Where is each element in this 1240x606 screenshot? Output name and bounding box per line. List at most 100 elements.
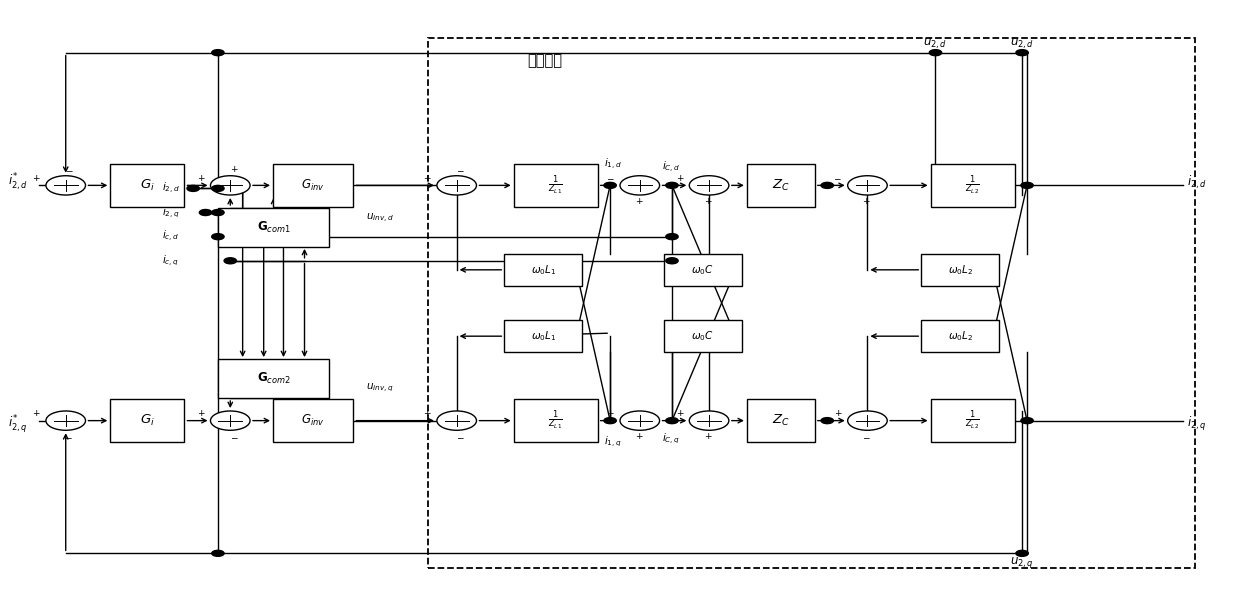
Circle shape — [212, 185, 224, 191]
Circle shape — [212, 550, 224, 556]
Circle shape — [212, 234, 224, 239]
Circle shape — [666, 182, 678, 188]
Text: $u_{2,q}$: $u_{2,q}$ — [1011, 555, 1034, 570]
Text: $i_{c,q}$: $i_{c,q}$ — [162, 253, 179, 268]
Text: +: + — [32, 409, 40, 418]
FancyBboxPatch shape — [513, 164, 598, 207]
Text: +: + — [635, 432, 642, 441]
FancyBboxPatch shape — [663, 321, 742, 352]
Text: +: + — [704, 196, 712, 205]
FancyBboxPatch shape — [513, 399, 598, 442]
Circle shape — [200, 210, 212, 216]
Circle shape — [848, 176, 888, 195]
Text: +: + — [231, 165, 238, 174]
Text: $\mathbf{G}_{com1}$: $\mathbf{G}_{com1}$ — [257, 220, 290, 235]
Circle shape — [821, 418, 833, 424]
Circle shape — [212, 210, 224, 216]
Text: +: + — [835, 409, 842, 418]
Text: $i_{2,q}^{*}$: $i_{2,q}^{*}$ — [7, 413, 27, 435]
Text: $\omega_0 C$: $\omega_0 C$ — [692, 263, 714, 277]
Circle shape — [620, 176, 660, 195]
Text: +: + — [197, 409, 205, 418]
Text: $G_{inv}$: $G_{inv}$ — [301, 413, 325, 428]
Text: $Z_C$: $Z_C$ — [773, 413, 790, 428]
Text: $\omega_0 L_2$: $\omega_0 L_2$ — [947, 329, 973, 343]
FancyBboxPatch shape — [746, 164, 815, 207]
Text: $-$: $-$ — [64, 432, 72, 441]
FancyBboxPatch shape — [921, 321, 999, 352]
Text: $i_{C,d}$: $i_{C,d}$ — [662, 160, 681, 175]
FancyBboxPatch shape — [273, 399, 353, 442]
Text: $i_{2,q}$: $i_{2,q}$ — [162, 205, 180, 220]
Text: $u_{inv,d}$: $u_{inv,d}$ — [366, 212, 393, 225]
Text: $G_{inv}$: $G_{inv}$ — [301, 178, 325, 193]
Circle shape — [848, 411, 888, 430]
Text: $i_{1,d}$: $i_{1,d}$ — [604, 157, 621, 172]
Circle shape — [689, 176, 729, 195]
Circle shape — [1016, 550, 1028, 556]
Text: +: + — [704, 432, 712, 441]
FancyBboxPatch shape — [746, 399, 815, 442]
Text: $\omega_0 L_2$: $\omega_0 L_2$ — [947, 263, 973, 277]
Text: $\omega_0 L_1$: $\omega_0 L_1$ — [531, 329, 556, 343]
Text: $i_{2,q}$: $i_{2,q}$ — [1187, 415, 1207, 433]
Text: +: + — [676, 409, 683, 418]
Text: $-$: $-$ — [66, 165, 73, 174]
Circle shape — [224, 258, 237, 264]
Circle shape — [1021, 418, 1033, 424]
Circle shape — [436, 411, 476, 430]
FancyBboxPatch shape — [663, 254, 742, 285]
Circle shape — [929, 50, 941, 56]
Text: +: + — [423, 174, 430, 182]
Circle shape — [604, 418, 616, 424]
FancyBboxPatch shape — [218, 359, 330, 398]
FancyBboxPatch shape — [930, 399, 1014, 442]
Text: $-$: $-$ — [862, 432, 870, 441]
Text: $G_i$: $G_i$ — [140, 178, 155, 193]
Text: $-$: $-$ — [456, 432, 465, 441]
FancyBboxPatch shape — [930, 164, 1014, 207]
Text: $i_{1,q}$: $i_{1,q}$ — [604, 435, 621, 449]
Circle shape — [620, 411, 660, 430]
Text: $i_{C,q}$: $i_{C,q}$ — [662, 431, 680, 446]
FancyBboxPatch shape — [505, 254, 583, 285]
Circle shape — [666, 258, 678, 264]
Text: $\frac{1}{Z_{L2}}$: $\frac{1}{Z_{L2}}$ — [965, 409, 980, 432]
Text: 控制对象: 控制对象 — [527, 53, 562, 68]
Circle shape — [46, 411, 86, 430]
Circle shape — [211, 411, 250, 430]
Text: $u_{inv,q}$: $u_{inv,q}$ — [366, 381, 393, 394]
Text: $u_{2,d}$: $u_{2,d}$ — [1011, 36, 1034, 51]
Text: $\omega_0 L_1$: $\omega_0 L_1$ — [531, 263, 556, 277]
Text: +: + — [676, 174, 683, 182]
Text: +: + — [863, 196, 870, 205]
Text: $\omega_0 C$: $\omega_0 C$ — [692, 329, 714, 343]
Text: +: + — [32, 174, 40, 182]
Text: $-$: $-$ — [606, 174, 614, 182]
Text: $u_{2,d}$: $u_{2,d}$ — [924, 36, 947, 51]
Text: $-$: $-$ — [833, 174, 842, 182]
FancyBboxPatch shape — [110, 164, 185, 207]
Circle shape — [187, 185, 200, 191]
Text: +: + — [423, 409, 430, 418]
FancyBboxPatch shape — [273, 164, 353, 207]
Circle shape — [689, 411, 729, 430]
Text: $\frac{1}{Z_{L2}}$: $\frac{1}{Z_{L2}}$ — [965, 174, 980, 197]
Circle shape — [46, 176, 86, 195]
Circle shape — [211, 176, 250, 195]
FancyBboxPatch shape — [505, 321, 583, 352]
Circle shape — [1016, 50, 1028, 56]
Text: $i_{c,d}$: $i_{c,d}$ — [162, 229, 180, 244]
FancyBboxPatch shape — [921, 254, 999, 285]
Text: $\frac{1}{Z_{L1}}$: $\frac{1}{Z_{L1}}$ — [548, 174, 563, 197]
Text: +: + — [197, 174, 205, 182]
Text: $\frac{1}{Z_{L1}}$: $\frac{1}{Z_{L1}}$ — [548, 409, 563, 432]
Text: $i_{2,d}$: $i_{2,d}$ — [162, 181, 180, 196]
Text: $Z_C$: $Z_C$ — [773, 178, 790, 193]
Circle shape — [666, 418, 678, 424]
Circle shape — [821, 182, 833, 188]
Text: $-$: $-$ — [456, 165, 465, 174]
Text: $G_i$: $G_i$ — [140, 413, 155, 428]
FancyBboxPatch shape — [218, 208, 330, 247]
Text: $i_{2,d}$: $i_{2,d}$ — [1187, 174, 1207, 191]
